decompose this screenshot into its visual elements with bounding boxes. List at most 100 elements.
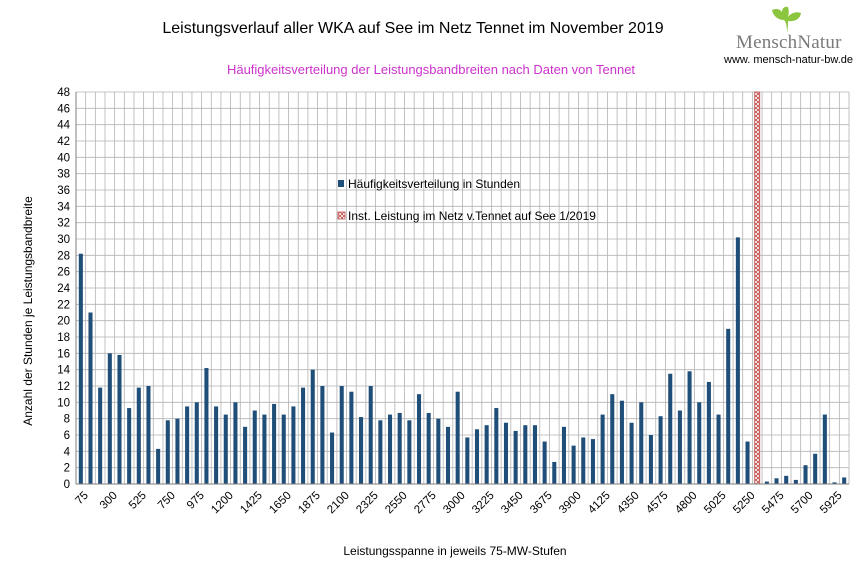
y-tick-label: 20 [57,316,70,328]
brand-logo: MenschNatur www. mensch-natur-bw.de [724,4,864,66]
bar [185,406,190,484]
bar [281,414,286,484]
bar [117,354,122,484]
x-tick-label: 5025 [702,490,729,517]
x-tick-label: 3450 [499,490,526,517]
bar [465,437,470,484]
x-tick-label: 3900 [557,490,584,517]
y-tick-label: 42 [57,136,70,148]
bar [764,481,769,484]
legend: Häufigkeitsverteilung in Stunden Inst. L… [337,177,596,223]
x-tick-label: 4800 [673,490,700,517]
y-tick-label: 12 [57,381,70,393]
bar [571,445,576,484]
bar [146,386,151,484]
bar [735,237,740,484]
bar [822,414,827,484]
bar [784,475,789,484]
y-tick-label: 16 [57,348,70,360]
y-tick-label: 48 [57,87,70,99]
x-tick-label: 750 [156,490,178,512]
bar [619,400,624,484]
bar [214,406,219,484]
logo-url: www. mensch-natur-bw.de [724,54,853,66]
bar [194,402,199,484]
x-tick-label: 5475 [760,490,787,517]
x-tick-label: 975 [185,490,207,512]
y-tick-label: 22 [57,299,70,311]
bar [687,371,692,484]
x-tick-label: 75 [73,490,91,508]
bar [484,425,489,484]
y-tick-label: 44 [57,120,70,132]
chart-subtitle: Häufigkeitsverteilung der Leistungsbandb… [226,62,636,77]
bar [233,402,238,484]
y-tick-label: 28 [57,250,70,262]
legend-label-bars: Häufigkeitsverteilung in Stunden [348,177,520,191]
bar [581,437,586,484]
x-tick-label: 2550 [383,490,410,517]
bar [397,412,402,484]
bar [127,408,132,484]
y-tick-label: 38 [57,169,70,181]
y-tick-label: 24 [57,283,70,295]
x-tick-label: 4350 [615,490,642,517]
x-tick-label: 300 [98,490,120,512]
bar [629,422,634,484]
x-tick-label: 4575 [644,490,671,517]
bar [658,416,663,484]
x-tick-label: 2325 [354,490,381,517]
bar [78,253,83,484]
bar [320,386,325,484]
bar [252,410,257,484]
x-tick-label: 1875 [296,490,323,517]
x-tick-label: 1425 [238,490,265,517]
x-tick-label: 525 [127,490,149,512]
bar [416,394,422,484]
bar [378,420,383,484]
bar [697,402,702,484]
bar [243,426,248,484]
bar [610,394,615,484]
y-tick-label: 34 [57,201,70,213]
bar [388,414,393,484]
y-tick-labels: 0246810121416182022242628303234363840424… [57,87,70,491]
bar [107,353,112,484]
bar [668,373,673,484]
bar [842,477,847,484]
bar [803,465,808,484]
y-tick-label: 14 [57,365,70,377]
bar [648,435,653,484]
installed-capacity-bar [754,91,761,485]
x-tick-label: 5250 [731,490,758,517]
bar [503,422,509,484]
bar [175,418,180,484]
bar [262,414,267,484]
bar [136,387,141,484]
bar [88,312,93,484]
logo-wordmark: MenschNatur [736,32,842,53]
bar [339,386,344,484]
legend-swatch-installed [337,211,346,220]
x-tick-label: 1650 [267,490,294,517]
bar [445,426,451,484]
y-tick-label: 30 [57,234,70,246]
bar [291,406,296,484]
bar [726,328,731,484]
bar [793,479,798,484]
bar [813,453,818,484]
bar [223,414,228,484]
legend-swatch-bars [338,180,344,187]
bar [474,429,480,484]
bar [272,403,277,484]
bar [368,386,373,484]
x-tick-label: 4125 [586,490,613,517]
bar [204,368,209,484]
bar [639,402,644,484]
bar [513,430,518,484]
x-tick-label: 2775 [412,490,439,517]
x-axis-label: Leistungsspanne in jeweils 75-MW-Stufen [343,544,566,558]
bar [494,408,499,484]
bar [426,412,431,484]
